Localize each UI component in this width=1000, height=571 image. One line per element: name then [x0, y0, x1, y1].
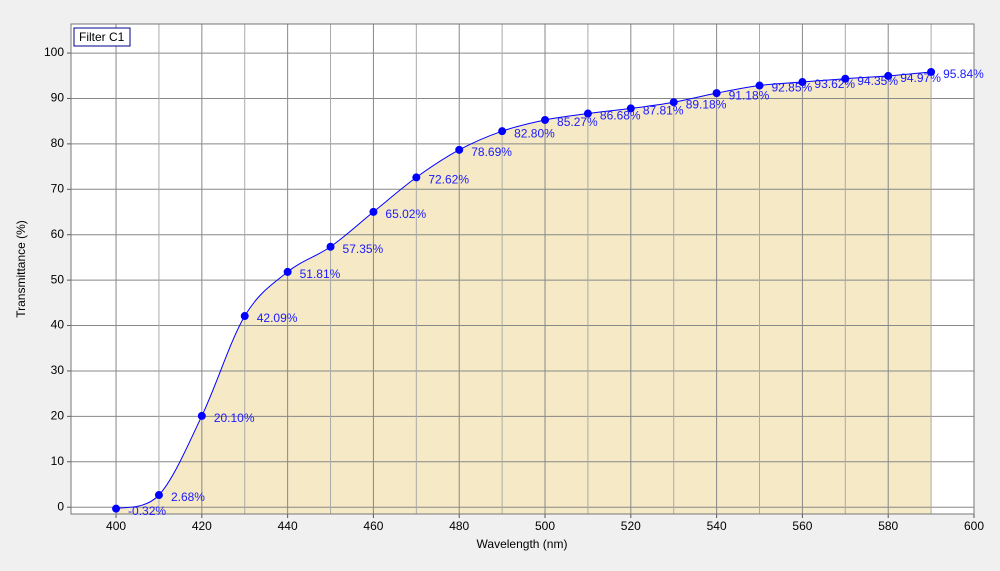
y-tick-label: 40 [51, 318, 65, 332]
data-label: 51.81% [300, 267, 341, 281]
x-tick-label: 560 [792, 519, 812, 533]
point [541, 115, 550, 124]
line [115, 71, 932, 510]
x-tick-label: 520 [621, 519, 641, 533]
x-axis-label: Wavelength (nm) [477, 537, 568, 551]
point [927, 67, 936, 76]
point [626, 104, 635, 113]
point [884, 71, 893, 80]
data-label: 93.62% [814, 77, 855, 91]
data-label: 89.18% [686, 97, 727, 111]
y-tick-label: 90 [51, 91, 65, 105]
data-label: 42.09% [257, 311, 298, 325]
y-tick-label: 50 [51, 272, 65, 286]
plot-border [70, 23, 975, 515]
y-tick-label: 80 [51, 136, 65, 150]
legend-box [73, 27, 131, 47]
point [712, 89, 721, 98]
data-label: 82.80% [514, 126, 555, 140]
x-tick-label: 460 [363, 519, 383, 533]
point [669, 98, 678, 107]
data-label: 94.97% [900, 71, 941, 85]
point [455, 145, 464, 154]
data-label: 95.84% [943, 67, 984, 81]
point [798, 78, 807, 87]
x-tick-label: 540 [707, 519, 727, 533]
x-tick-label: 420 [192, 519, 212, 533]
x-tick-label: 480 [449, 519, 469, 533]
point [240, 312, 249, 321]
point [197, 411, 206, 420]
area [116, 71, 932, 515]
data-label: -0.32% [128, 504, 166, 518]
y-tick-label: 10 [51, 454, 65, 468]
data-label: 2.68% [171, 490, 205, 504]
data-label: 78.69% [471, 145, 512, 159]
data-label: 20.10% [214, 411, 255, 425]
legend-label: Filter C1 [79, 30, 125, 44]
y-tick-label: 0 [57, 499, 64, 513]
point [154, 491, 163, 500]
y-tick-label: 30 [51, 363, 65, 377]
point [412, 173, 421, 182]
data-label: 91.18% [729, 88, 770, 102]
x-tick-label: 500 [535, 519, 555, 533]
data-label: 86.68% [600, 109, 641, 123]
point [369, 207, 378, 216]
point [326, 242, 335, 251]
data-label: 87.81% [643, 104, 684, 118]
point [283, 267, 292, 276]
point [755, 81, 764, 90]
point [841, 74, 850, 83]
point [583, 109, 592, 118]
x-tick-label: 440 [278, 519, 298, 533]
data-label: 92.85% [772, 81, 813, 95]
y-tick-label: 100 [44, 45, 64, 59]
y-tick-label: 20 [51, 409, 65, 423]
y-axis-label: Transmittance (%) [14, 220, 28, 318]
data-label: 85.27% [557, 115, 598, 129]
x-tick-label: 580 [878, 519, 898, 533]
point [498, 127, 507, 136]
x-tick-label: 600 [964, 519, 984, 533]
y-tick-label: 70 [51, 181, 65, 195]
data-label: 57.35% [343, 242, 384, 256]
data-label: 65.02% [385, 207, 426, 221]
point [112, 504, 121, 513]
data-label: 72.62% [428, 173, 469, 187]
legend: Filter C1 [73, 27, 131, 47]
x-tick-label: 400 [106, 519, 126, 533]
y-tick-label: 60 [51, 227, 65, 241]
